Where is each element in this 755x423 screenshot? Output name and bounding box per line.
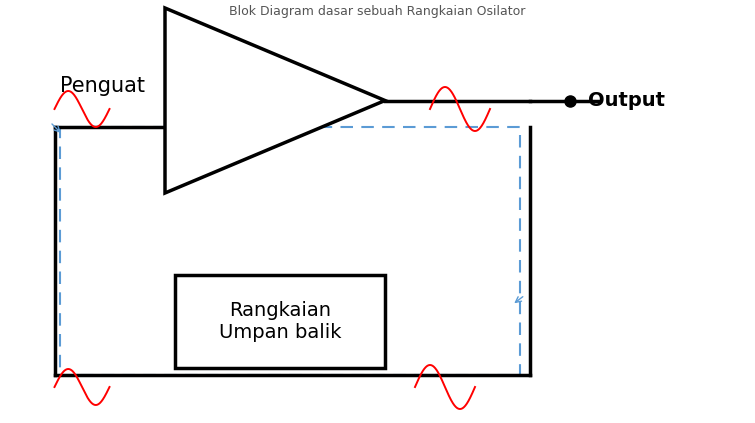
Text: Rangkaian
Umpan balik: Rangkaian Umpan balik [219,301,341,342]
Bar [60,127,520,375]
Text: Blok Diagram dasar sebuah Rangkaian Osilator: Blok Diagram dasar sebuah Rangkaian Osil… [230,5,525,18]
Text: Output: Output [588,91,665,110]
Bar [175,275,385,368]
Polygon shape [165,8,385,193]
Text: Penguat: Penguat [60,75,145,96]
